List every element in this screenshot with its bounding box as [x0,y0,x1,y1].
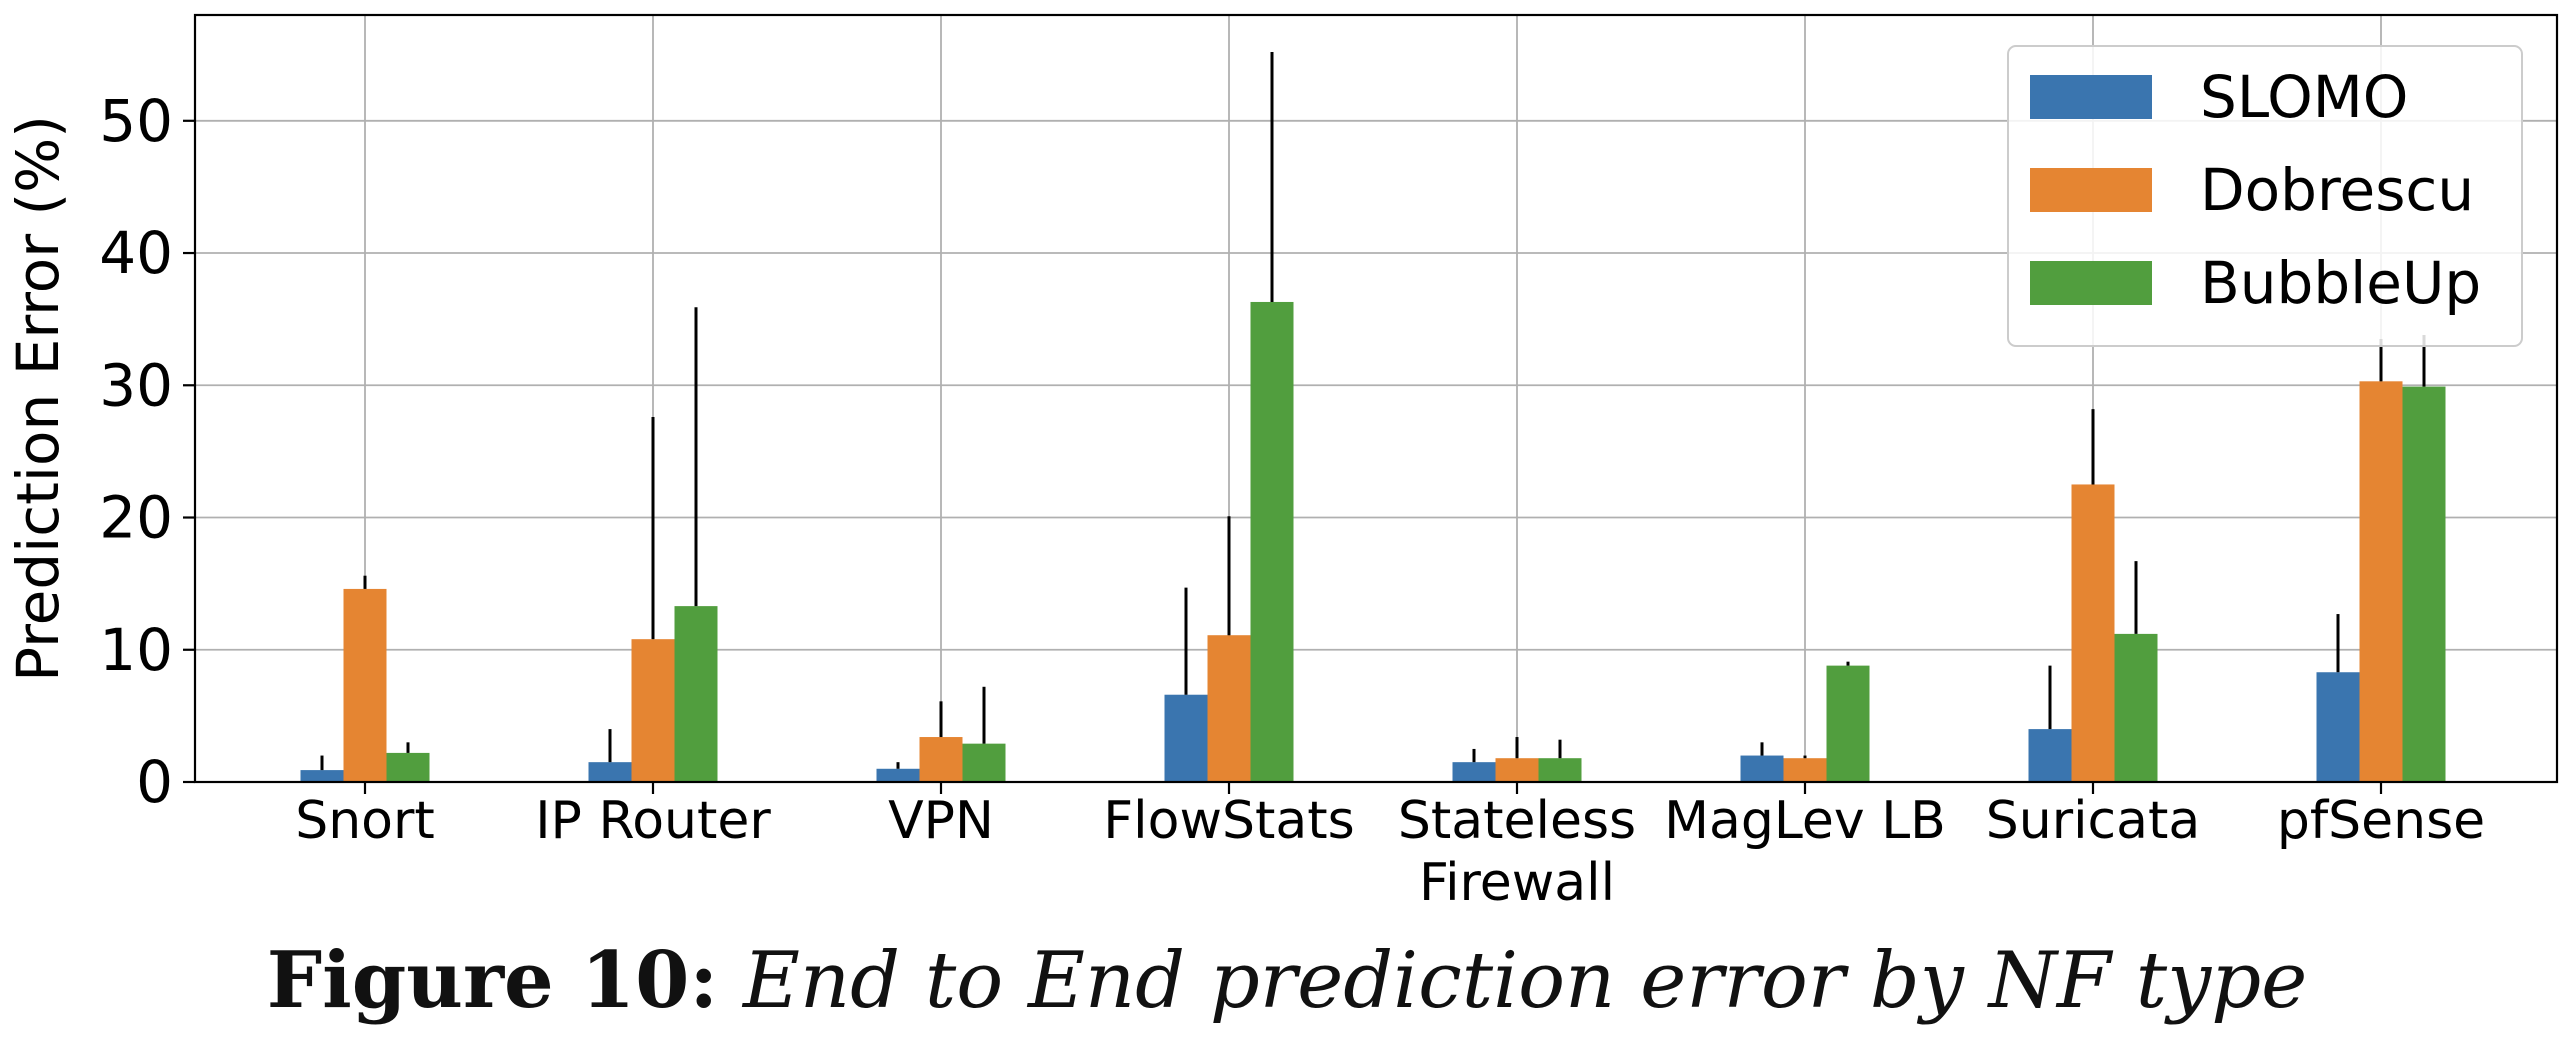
y-tick-label: 30 [99,351,173,419]
bar-slomo [1452,762,1496,782]
bar-bubbleup [1250,301,1294,782]
y-axis-ticks: 0 10 20 30 40 50 [99,87,195,816]
bars [300,301,2446,782]
bar-slomo [2028,729,2072,782]
bar-slomo [1164,694,1208,782]
y-tick-label: 10 [99,616,173,684]
bar-slomo [588,762,632,782]
bar-bubbleup [1826,665,1870,782]
y-tick-label: 50 [99,87,173,155]
bar-bubbleup [1538,758,1582,782]
legend-label: Dobrescu [2200,156,2474,224]
bar-dobrescu [919,737,963,782]
bar-dobrescu [1783,758,1827,782]
bar-bubbleup [386,752,430,782]
bar-bubbleup [2114,633,2158,782]
bar-slomo [876,768,920,782]
bar-dobrescu [1207,635,1251,782]
x-tick-label: pfSense [2277,791,2485,851]
x-tick-label: MagLev LB [1664,791,1946,851]
y-tick-label: 0 [136,748,173,816]
bar-bubbleup [2402,386,2446,782]
legend: SLOMO Dobrescu BubbleUp [2007,45,2523,347]
bar-dobrescu [2071,484,2115,782]
bar-chart: 0 10 20 30 40 50 Snort IP Router VPN FlowStats Sta… [4,13,2559,913]
y-axis-label: Prediction Error (%) [4,115,72,682]
legend-swatch [2030,168,2152,212]
bar-slomo [1740,755,1784,782]
bar-bubbleup [962,743,1006,782]
bar-slomo [2316,672,2360,782]
x-tick-label: Stateless [1398,791,1636,851]
y-tick-label: 40 [99,219,173,287]
x-tick-label: Snort [295,791,435,851]
x-tick-label: VPN [888,791,994,851]
x-tick-label: Suricata [1986,791,2201,851]
y-tick-label: 20 [99,484,173,552]
x-tick-label: Firewall [1419,853,1615,913]
bar-dobrescu [2359,381,2403,782]
x-tick-label: FlowStats [1103,791,1354,851]
legend-swatch [2030,75,2152,119]
bar-dobrescu [1495,758,1539,782]
plot-frame [193,13,2559,784]
bar-bubbleup [674,606,718,782]
legend-label: SLOMO [2200,63,2408,131]
bar-slomo [300,770,344,782]
x-tick-label: IP Router [535,791,771,851]
legend-label: BubbleUp [2200,249,2481,317]
x-axis-ticks: Snort IP Router VPN FlowStats StatelessFirew… [295,782,2485,913]
bar-dobrescu [343,588,387,782]
bar-dobrescu [631,639,675,782]
caption-label: Figure 10: [266,935,719,1026]
caption-text: End to End prediction error by NF type [742,936,2308,1026]
figure-caption: Figure 10: End to End prediction error b… [0,935,2574,1026]
legend-swatch [2030,261,2152,305]
